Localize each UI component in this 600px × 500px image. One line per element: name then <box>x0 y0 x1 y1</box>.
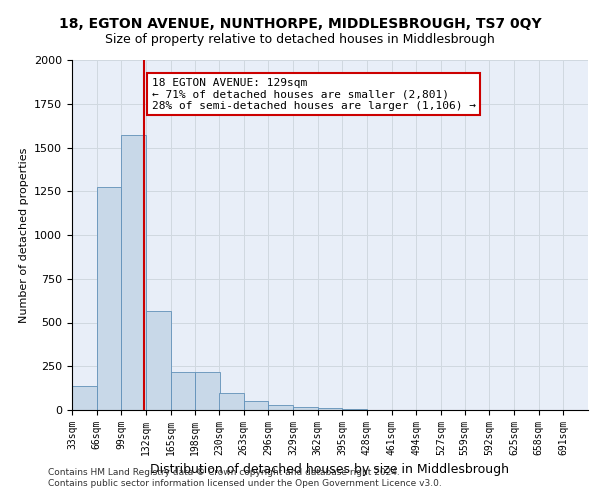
Bar <box>170 372 195 410</box>
Bar <box>195 372 220 410</box>
X-axis label: Distribution of detached houses by size in Middlesbrough: Distribution of detached houses by size … <box>151 464 509 476</box>
Bar <box>121 135 146 410</box>
Bar <box>343 409 367 410</box>
Bar <box>244 401 268 410</box>
Text: 18, EGTON AVENUE, NUNTHORPE, MIDDLESBROUGH, TS7 0QY: 18, EGTON AVENUE, NUNTHORPE, MIDDLESBROU… <box>59 18 541 32</box>
Bar <box>317 408 343 410</box>
Text: Contains HM Land Registry data © Crown copyright and database right 2024.
Contai: Contains HM Land Registry data © Crown c… <box>48 468 442 487</box>
Bar <box>268 405 293 410</box>
Text: 18 EGTON AVENUE: 129sqm
← 71% of detached houses are smaller (2,801)
28% of semi: 18 EGTON AVENUE: 129sqm ← 71% of detache… <box>152 78 476 110</box>
Bar <box>97 187 121 410</box>
Bar <box>293 407 317 410</box>
Bar <box>219 394 244 410</box>
Bar <box>146 311 170 410</box>
Y-axis label: Number of detached properties: Number of detached properties <box>19 148 29 322</box>
Text: Size of property relative to detached houses in Middlesbrough: Size of property relative to detached ho… <box>105 32 495 46</box>
Bar <box>72 386 97 410</box>
